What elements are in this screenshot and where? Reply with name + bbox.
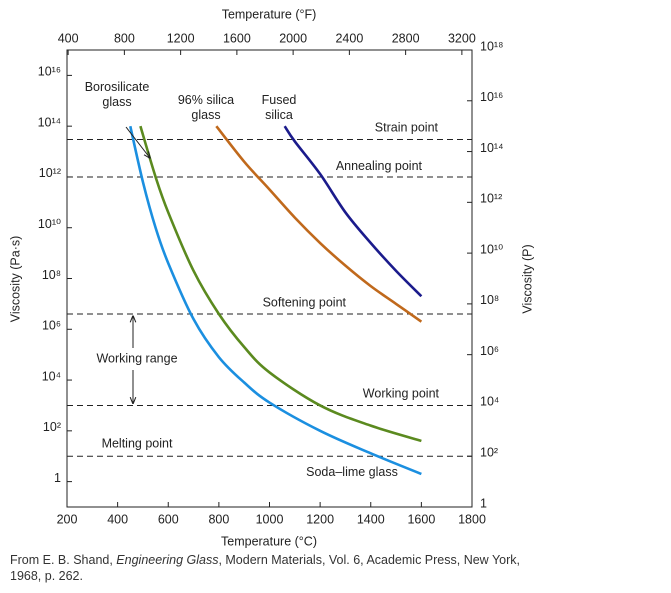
caption-text: From E. B. Shand,: [10, 553, 117, 567]
x2-tick-label: 2400: [335, 31, 363, 45]
y2-tick-label: 1: [480, 496, 487, 510]
series-line: [129, 125, 422, 476]
x-tick-label: 1600: [407, 512, 435, 526]
x2-tick-label: 400: [58, 31, 79, 45]
y2-tick-label: 10⁸: [480, 293, 499, 307]
y-tick-label: 10⁴: [42, 369, 61, 383]
caption: From E. B. Shand, Engineering Glass, Mod…: [10, 552, 530, 584]
y-tick-label: 10¹⁰: [38, 217, 61, 231]
range-label: Working range: [96, 351, 177, 365]
x-tick-label: 1200: [306, 512, 334, 526]
reference-label: Working point: [363, 387, 440, 401]
series-label: Soda–lime glass: [306, 465, 398, 479]
y2-tick-label: 10⁴: [480, 395, 499, 409]
x-tick-label: 1400: [357, 512, 385, 526]
caption-title: Engineering Glass: [116, 553, 219, 567]
reference-label: Strain point: [375, 121, 439, 135]
x-tick-label: 1000: [256, 512, 284, 526]
x-tick-label: 200: [57, 512, 78, 526]
series-label: Borosilicate glass: [84, 80, 150, 109]
y2-axis-title: Viscosity (P): [520, 244, 534, 313]
x-axis-title: Temperature (°C): [221, 534, 317, 548]
y-axis-title: Viscosity (Pa·s): [8, 236, 22, 323]
x2-tick-label: 2000: [279, 31, 307, 45]
series-line: [215, 125, 423, 323]
y-tick-label: 10²: [43, 420, 61, 434]
y-tick-label: 10⁸: [42, 268, 61, 282]
reference-label: Softening point: [263, 295, 347, 309]
x-tick-label: 1800: [458, 512, 486, 526]
y-tick-label: 10¹⁴: [38, 115, 61, 129]
label-pointer: [125, 126, 150, 158]
reference-label: Melting point: [102, 437, 173, 451]
x2-tick-label: 2800: [392, 31, 420, 45]
y2-tick-label: 10¹⁶: [480, 90, 503, 104]
y-tick-label: 10¹⁶: [38, 65, 61, 79]
y-tick-label: 10⁶: [42, 319, 61, 333]
caption-text: , Modern Materials, Vol. 6, Academic Pre…: [10, 553, 520, 583]
series-label: Fused silica: [261, 93, 297, 122]
x-tick-label: 600: [158, 512, 179, 526]
y2-tick-label: 10¹⁰: [480, 242, 503, 256]
y2-tick-label: 10²: [480, 446, 498, 460]
series-line: [139, 125, 422, 443]
y-tick-label: 1: [54, 471, 61, 485]
x2-tick-label: 800: [114, 31, 135, 45]
series-line: [283, 125, 423, 298]
x2-axis-title: Temperature (°F): [222, 7, 317, 21]
y2-tick-label: 10¹⁸: [480, 39, 503, 53]
y2-tick-label: 10¹⁴: [480, 141, 503, 155]
x2-tick-label: 3200: [448, 31, 476, 45]
reference-label: Annealing point: [336, 159, 423, 173]
x-tick-label: 800: [208, 512, 229, 526]
y2-tick-label: 10⁶: [480, 344, 499, 358]
x2-tick-label: 1600: [223, 31, 251, 45]
series-label: 96% silica glass: [177, 93, 235, 122]
x2-tick-label: 1200: [167, 31, 195, 45]
x-tick-label: 400: [107, 512, 128, 526]
y2-tick-label: 10¹²: [480, 192, 502, 206]
y-tick-label: 10¹²: [39, 166, 61, 180]
